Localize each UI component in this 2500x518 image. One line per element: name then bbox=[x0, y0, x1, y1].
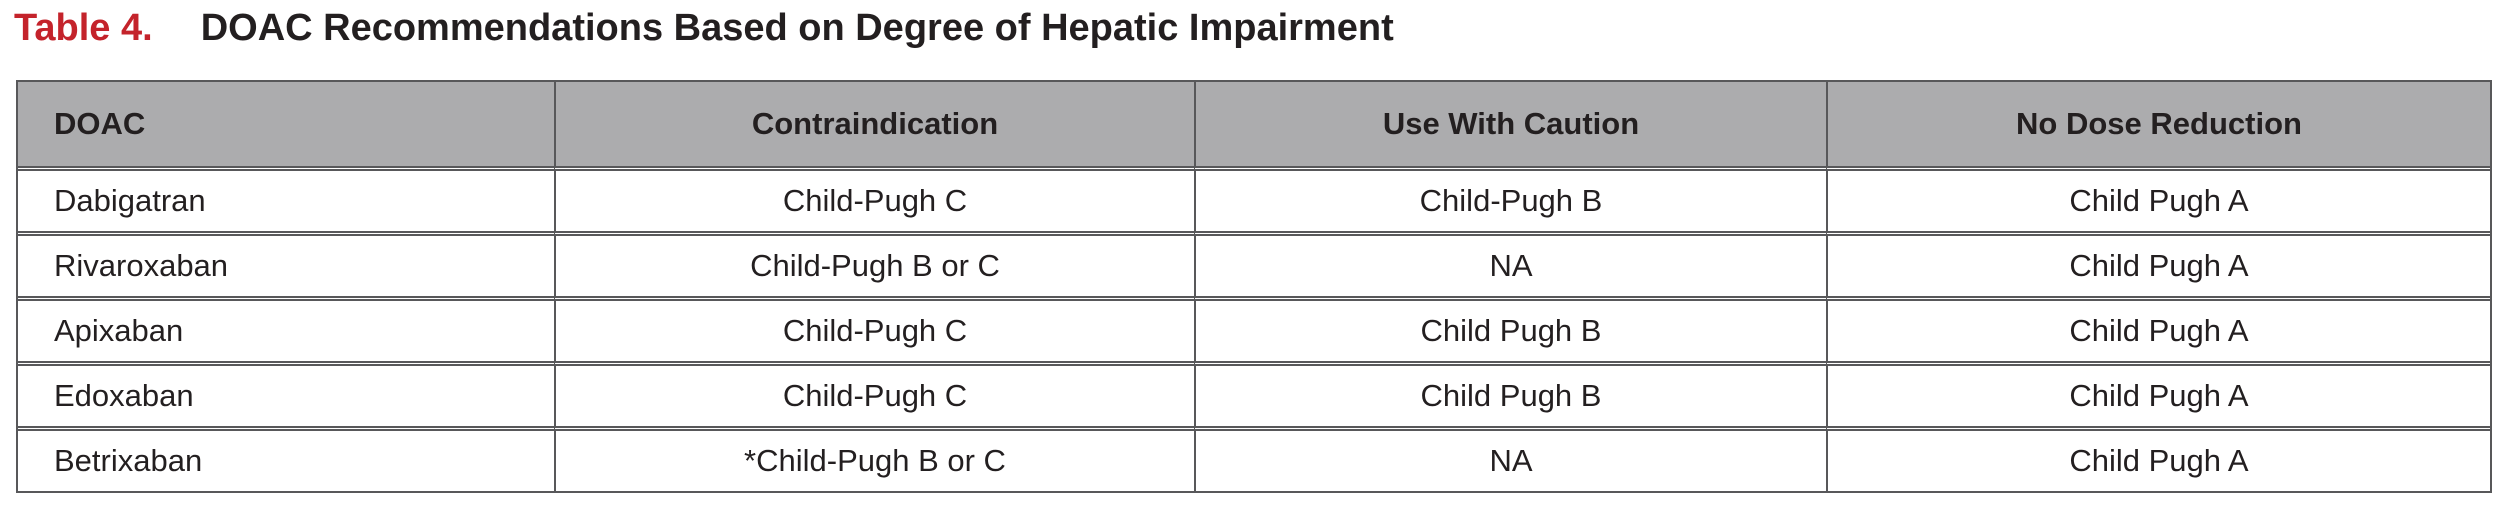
cell-drug-name: Rivaroxaban bbox=[18, 231, 554, 296]
column-header-no-dose-reduction: No Dose Reduction bbox=[1826, 82, 2490, 166]
table-row-apixaban: Apixaban Child-Pugh C Child Pugh B Child Pu… bbox=[18, 296, 2490, 361]
cell-drug-name: Edoxaban bbox=[18, 361, 554, 426]
cell-no-dose-reduction: Child Pugh A bbox=[1826, 231, 2490, 296]
table-row-edoxaban: Edoxaban Child-Pugh C Child Pugh B Child Pu… bbox=[18, 361, 2490, 426]
column-header-contraindication: Contraindication bbox=[554, 82, 1194, 166]
cell-contraindication: *Child-Pugh B or C bbox=[554, 426, 1194, 491]
cell-drug-name: Betrixaban bbox=[18, 426, 554, 491]
table-title-text: DOAC Recommendations Based on Degree of … bbox=[200, 7, 1394, 49]
cell-use-with-caution: Child-Pugh B bbox=[1194, 166, 1826, 231]
table-header: DOAC Contraindication Use With Caution No D… bbox=[18, 82, 2490, 166]
header-row: DOAC Contraindication Use With Caution No D… bbox=[18, 82, 2490, 166]
cell-use-with-caution: Child Pugh B bbox=[1194, 296, 1826, 361]
table-title: Table 4. DOAC Recommendations Based on De… bbox=[0, 0, 2500, 50]
column-header-use-with-caution: Use With Caution bbox=[1194, 82, 1826, 166]
column-header-doac: DOAC bbox=[18, 82, 554, 166]
cell-no-dose-reduction: Child Pugh A bbox=[1826, 166, 2490, 231]
doac-recommendations-table: DOAC Contraindication Use With Caution No D… bbox=[16, 80, 2492, 493]
cell-use-with-caution: NA bbox=[1194, 231, 1826, 296]
cell-use-with-caution: NA bbox=[1194, 426, 1826, 491]
cell-no-dose-reduction: Child Pugh A bbox=[1826, 426, 2490, 491]
cell-contraindication: Child-Pugh C bbox=[554, 361, 1194, 426]
cell-drug-name: Dabigatran bbox=[18, 166, 554, 231]
table-body: Dabigatran Child-Pugh C Child-Pugh B Child … bbox=[18, 166, 2490, 491]
cell-contraindication: Child-Pugh C bbox=[554, 166, 1194, 231]
table-row-rivaroxaban: Rivaroxaban Child-Pugh B or C NA Child Pugh… bbox=[18, 231, 2490, 296]
cell-contraindication: Child-Pugh B or C bbox=[554, 231, 1194, 296]
cell-no-dose-reduction: Child Pugh A bbox=[1826, 361, 2490, 426]
table-row-dabigatran: Dabigatran Child-Pugh C Child-Pugh B Child … bbox=[18, 166, 2490, 231]
cell-drug-name: Apixaban bbox=[18, 296, 554, 361]
cell-no-dose-reduction: Child Pugh A bbox=[1826, 296, 2490, 361]
table-title-label: Table 4. bbox=[14, 7, 153, 49]
cell-contraindication: Child-Pugh C bbox=[554, 296, 1194, 361]
table-row-betrixaban: Betrixaban *Child-Pugh B or C NA Child Pugh… bbox=[18, 426, 2490, 491]
cell-use-with-caution: Child Pugh B bbox=[1194, 361, 1826, 426]
